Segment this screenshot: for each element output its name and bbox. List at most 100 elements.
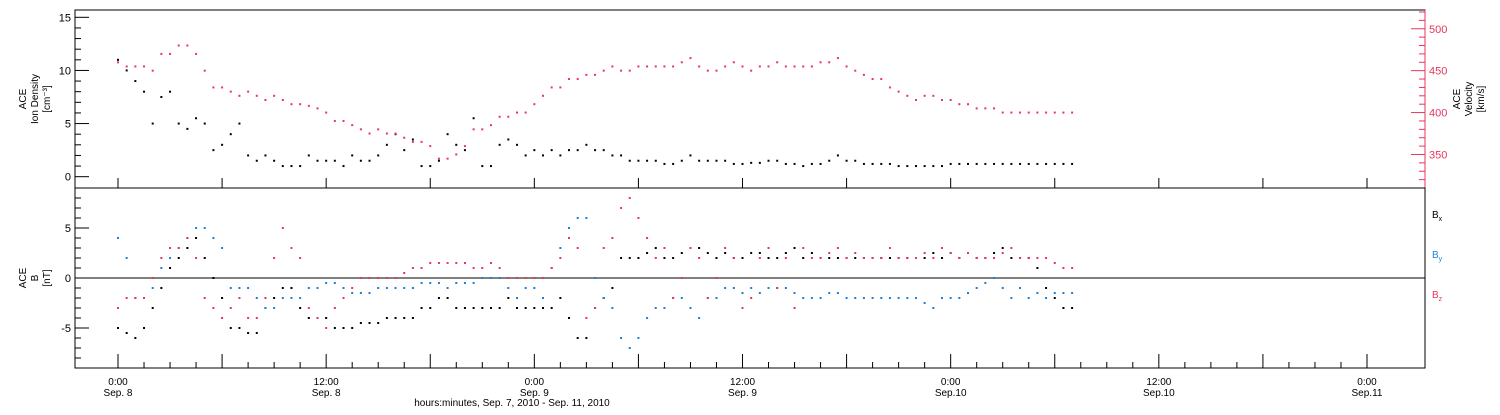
velocity-point [1062, 111, 1065, 114]
velocity-point [559, 86, 562, 89]
velocity-tick-label: 500 [1429, 24, 1447, 36]
by-point [680, 297, 683, 299]
velocity-point [871, 78, 874, 81]
by-point [238, 287, 241, 289]
bz-point [307, 307, 310, 309]
velocity-point [524, 111, 527, 114]
bx-point [507, 297, 510, 299]
by-point [767, 287, 770, 289]
bz-point [169, 247, 172, 249]
density-point [177, 122, 180, 125]
bx-point [143, 327, 146, 329]
bx-point [932, 252, 935, 254]
density-point [1036, 162, 1039, 165]
density-point [481, 165, 484, 168]
by-point [689, 307, 692, 309]
velocity-point [151, 69, 154, 72]
bx-point [940, 257, 943, 259]
bz-point [940, 247, 943, 249]
by-point [568, 227, 571, 229]
bz-point [264, 297, 267, 299]
velocity-point [481, 128, 484, 131]
bx-point [767, 257, 770, 259]
x-axis-label: hours:minutes, Sep. 7, 2010 - Sep. 11, 2… [414, 398, 610, 409]
density-point [507, 138, 510, 141]
bx-point [125, 332, 128, 334]
by-point [888, 297, 891, 299]
velocity-point [594, 73, 597, 76]
bx-point [1045, 287, 1048, 289]
bz-point [542, 277, 545, 279]
by-point [359, 292, 362, 294]
density-point [949, 162, 952, 165]
bz-point [698, 257, 701, 259]
bz-point [897, 257, 900, 259]
velocity-point [394, 132, 397, 135]
bx-point [611, 287, 614, 289]
bz-point [524, 277, 527, 279]
bx-point [576, 337, 579, 339]
by-point [221, 247, 224, 249]
bz-point [1010, 247, 1013, 249]
bx-point [177, 257, 180, 259]
bx-point [724, 252, 727, 254]
by-point [524, 287, 527, 289]
velocity-point [585, 73, 588, 76]
bz-point [221, 317, 224, 319]
velocity-point [160, 52, 163, 55]
bx-point [524, 307, 527, 309]
density-point [299, 165, 302, 168]
bx-point [706, 252, 709, 254]
density-point [524, 154, 527, 157]
velocity-point [472, 128, 475, 131]
by-point [489, 277, 492, 279]
density-point [698, 159, 701, 162]
velocity-point [1053, 111, 1056, 114]
by-point [394, 287, 397, 289]
by-point [654, 307, 657, 309]
bx-point [481, 307, 484, 309]
velocity-point [967, 103, 970, 106]
velocity-point [802, 65, 805, 68]
density-point [576, 149, 579, 152]
density-point [672, 162, 675, 165]
by-point [316, 287, 319, 289]
bz-point [316, 317, 319, 319]
velocity-point [299, 103, 302, 106]
density-axis-title: Ion Density [30, 74, 41, 124]
velocity-point [680, 61, 683, 64]
density-point [290, 165, 293, 168]
bx-point [750, 252, 753, 254]
by-point [897, 297, 900, 299]
velocity-point [654, 65, 657, 68]
velocity-point [819, 61, 822, 64]
density-point [385, 143, 388, 146]
density-point [897, 165, 900, 168]
bz-point [1045, 257, 1048, 259]
density-point [776, 159, 779, 162]
bx-point [403, 317, 406, 319]
bz-point [672, 297, 675, 299]
velocity-point [993, 107, 996, 110]
velocity-point [750, 69, 753, 72]
density-point [724, 159, 727, 162]
by-point [307, 287, 310, 289]
velocity-point [542, 94, 545, 97]
time-tick-label: 12:00 [730, 377, 755, 388]
density-point [472, 117, 475, 120]
by-point [880, 297, 883, 299]
density-point [784, 162, 787, 165]
velocity-point [672, 65, 675, 68]
velocity-point [984, 107, 987, 110]
by-point [1027, 297, 1030, 299]
velocity-point [906, 94, 909, 97]
bz-point [776, 287, 779, 289]
density-point [325, 159, 328, 162]
velocity-point [385, 132, 388, 135]
by-point [411, 287, 414, 289]
bz-point [290, 247, 293, 249]
bz-point [550, 267, 553, 269]
bx-point [698, 247, 701, 249]
